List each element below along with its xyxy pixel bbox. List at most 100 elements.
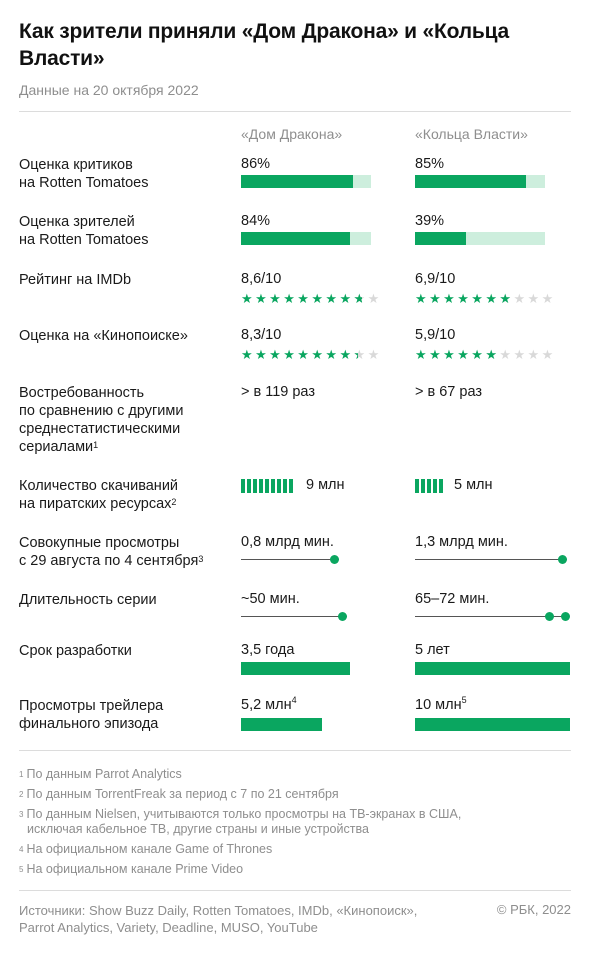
dot-views-rop <box>558 555 567 564</box>
download-tick <box>283 479 287 493</box>
star-icon: ★ <box>269 291 284 306</box>
value-critics-rop: 85% <box>415 156 445 172</box>
star-icon: ★ <box>283 347 298 362</box>
stars-imdb-rop: ★★★★★★★ ★ ★★★ <box>415 292 556 305</box>
bar-trailer-hod <box>241 718 322 731</box>
value-duration-rop: 65–72 мин. <box>415 591 490 607</box>
bar-track-audience-hod <box>241 232 371 245</box>
star-icon: ★ <box>471 291 486 306</box>
bar-trailer-rop <box>415 718 570 731</box>
star-empty-icon: ★ <box>367 291 382 306</box>
download-tick <box>421 479 425 493</box>
star-icon: ★ <box>297 291 312 306</box>
star-icon: ★ <box>443 347 458 362</box>
divider-top <box>19 111 571 112</box>
star-icon: ★ <box>429 347 444 362</box>
dot-duration-rop-min <box>545 612 554 621</box>
star-icon: ★ <box>471 347 486 362</box>
value-kinopoisk-hod: 8,3/10 <box>241 327 282 343</box>
star-icon: ★ <box>457 347 472 362</box>
footnote-2: 2 По данным TorrentFreak за период с 7 по… <box>19 787 339 801</box>
row-label-demand: Востребованность по сравнению с другими … <box>19 385 184 455</box>
row-label-development: Срок разработки <box>19 643 132 659</box>
star-icon: ★ <box>415 347 430 362</box>
star-icon: ★ <box>255 291 270 306</box>
star-icon: ★ <box>457 291 472 306</box>
value-development-hod: 3,5 года <box>241 642 295 658</box>
star-icon: ★ <box>325 291 340 306</box>
star-icon: ★ <box>255 347 270 362</box>
row-label-kinopoisk: Оценка на «Кинопоиске» <box>19 328 188 344</box>
footnote-4: 4 На официальном канале Game of Thrones <box>19 842 273 856</box>
chart-subtitle: Данные на 20 октября 2022 <box>19 82 199 98</box>
star-empty-icon: ★ <box>513 291 528 306</box>
footnote-ref-4: 4 <box>291 695 297 705</box>
sources: Источники: Show Buzz Daily, Rotten Tomat… <box>19 903 418 935</box>
star-empty-icon: ★ <box>367 347 382 362</box>
value-downloads-hod: 9 млн <box>306 477 345 493</box>
star-icon: ★ <box>311 291 326 306</box>
bar-audience-hod <box>241 232 351 245</box>
star-icon: ★ <box>297 347 312 362</box>
download-tick <box>289 479 293 493</box>
download-tick <box>265 479 269 493</box>
value-imdb-rop: 6,9/10 <box>415 271 456 287</box>
download-tick <box>259 479 263 493</box>
bar-critics-rop <box>415 175 526 188</box>
row-label-trailer: Просмотры трейлера финального эпизода <box>19 698 164 732</box>
download-tick <box>277 479 281 493</box>
value-development-rop: 5 лет <box>415 642 450 658</box>
star-icon: ★ <box>429 291 444 306</box>
footnote-ref-5: 5 <box>461 695 467 705</box>
divider-bottom <box>19 890 571 891</box>
star-icon: ★ <box>339 291 354 306</box>
value-views-hod: 0,8 млрд мин. <box>241 534 334 550</box>
value-trailer-rop: 10 млн5 <box>415 695 467 713</box>
download-tick <box>427 479 431 493</box>
stars-kinopoisk-hod: ★★★★★★★★★★★ <box>241 348 382 361</box>
dot-views-hod <box>330 555 339 564</box>
value-critics-hod: 86% <box>241 156 271 172</box>
bar-development-hod <box>241 662 350 675</box>
footnote-5: 5 На официальном канале Prime Video <box>19 862 244 876</box>
value-kinopoisk-rop: 5,9/10 <box>415 327 456 343</box>
value-views-rop: 1,3 млрд мин. <box>415 534 508 550</box>
stars-kinopoisk-rop: ★★★★★★ ★ ★★★★ <box>415 348 556 361</box>
star-icon: ★ <box>443 291 458 306</box>
row-label-critics: Оценка критиков на Rotten Tomatoes <box>19 157 149 191</box>
value-demand-rop: > в 67 раз <box>415 384 482 400</box>
bar-track-critics-hod <box>241 175 371 188</box>
star-half-icon: ★★ <box>499 291 514 306</box>
star-empty-icon: ★ <box>527 347 542 362</box>
star-icon: ★ <box>311 347 326 362</box>
star-half-icon: ★★ <box>485 347 500 362</box>
footnote-ref-3: 3 <box>198 554 204 564</box>
column-header-house-of-dragon: «Дом Дракона» <box>241 126 343 142</box>
dot-duration-rop-max <box>561 612 570 621</box>
footnote-ref-2: 2 <box>171 497 177 507</box>
footnote-ref-1: 1 <box>93 440 99 450</box>
footnote-1: 1 По данным Parrot Analytics <box>19 767 182 781</box>
dot-duration-hod <box>338 612 347 621</box>
row-label-views: Совокупные просмотры с 29 августа по 4 с… <box>19 535 204 569</box>
row-label-downloads: Количество скачиваний на пиратских ресур… <box>19 478 179 512</box>
star-icon: ★ <box>269 347 284 362</box>
download-tick <box>247 479 251 493</box>
download-tick <box>241 479 245 493</box>
value-imdb-hod: 8,6/10 <box>241 271 282 287</box>
star-icon: ★ <box>415 291 430 306</box>
value-audience-rop: 39% <box>415 213 445 229</box>
star-empty-icon: ★ <box>513 347 528 362</box>
row-label-audience: Оценка зрителей на Rotten Tomatoes <box>19 214 149 248</box>
bar-track-critics-rop <box>415 175 545 188</box>
ticks-downloads-rop <box>415 479 445 493</box>
star-icon: ★ <box>339 347 354 362</box>
download-tick <box>439 479 443 493</box>
copyright: © РБК, 2022 <box>496 902 571 917</box>
value-demand-hod: > в 119 раз <box>241 384 315 400</box>
line-views-hod <box>241 559 339 560</box>
download-tick <box>253 479 257 493</box>
star-half-icon: ★★ <box>353 347 368 362</box>
bar-track-audience-rop <box>415 232 545 245</box>
star-icon: ★ <box>241 291 256 306</box>
